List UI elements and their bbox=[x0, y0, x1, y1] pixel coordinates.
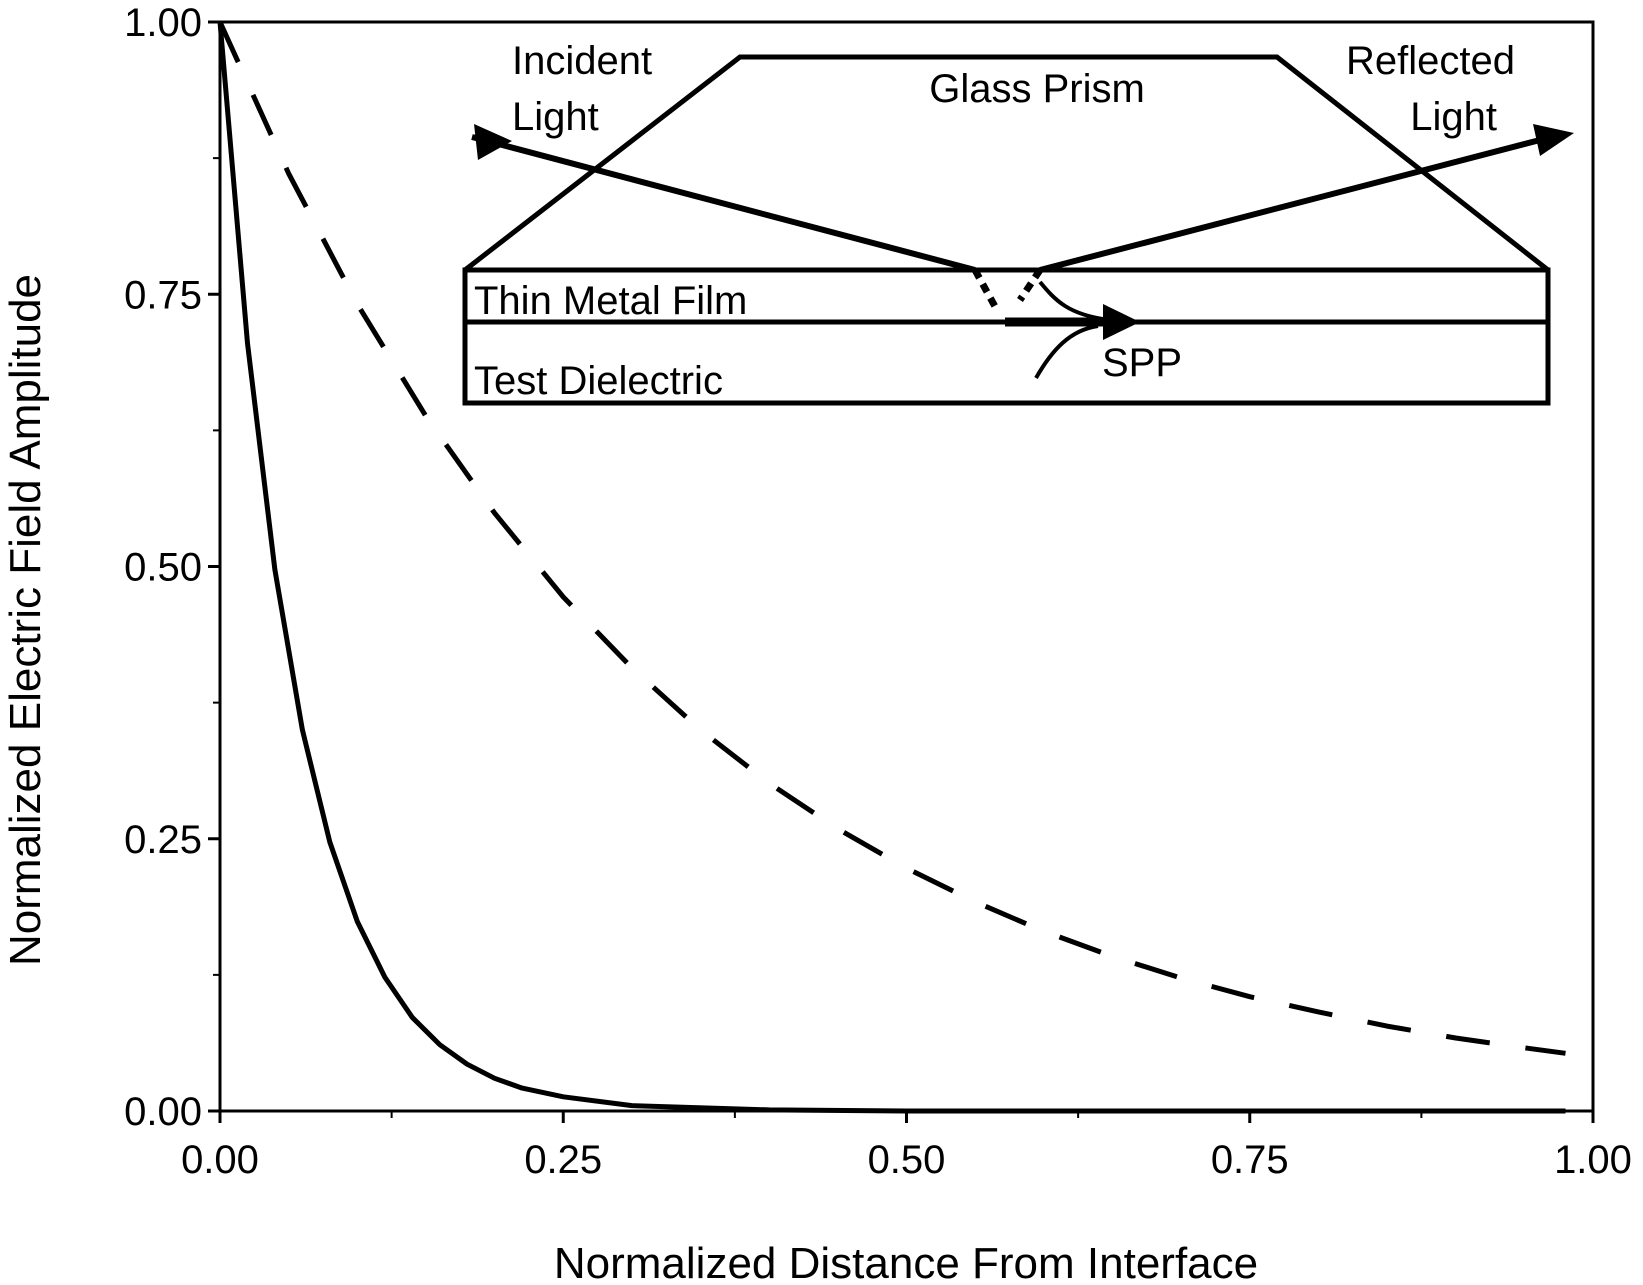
y-axis-title: Normalized Electric Field Amplitude bbox=[1, 274, 50, 966]
incident-light-label-1: Incident bbox=[512, 39, 652, 83]
y-tick-label: 1.00 bbox=[124, 1, 202, 45]
dashed-series-line bbox=[217, 20, 1566, 1056]
series-layer bbox=[217, 20, 1566, 1114]
incident-beam bbox=[471, 134, 976, 273]
y-tick-label: 0.75 bbox=[124, 273, 202, 317]
y-tick-label: 0.00 bbox=[124, 1090, 202, 1134]
test-dielectric-label: Test Dielectric bbox=[474, 359, 723, 403]
spp-label: SPP bbox=[1102, 341, 1182, 385]
y-axis-ticks: 0.00 0.25 0.50 0.75 1.00 bbox=[124, 1, 220, 1134]
plot-frame bbox=[218, 20, 1595, 1113]
incident-arrow-icon bbox=[474, 124, 512, 160]
x-axis-ticks: 0.00 0.25 0.50 0.75 1.00 bbox=[181, 1111, 1632, 1182]
spp-arrow-icon bbox=[1103, 304, 1140, 340]
y-tick-label: 0.25 bbox=[124, 818, 202, 862]
evanescent-coupling-dotted bbox=[971, 268, 1043, 314]
x-tick-label: 1.00 bbox=[1554, 1138, 1632, 1182]
field-curve-upper bbox=[1038, 280, 1111, 322]
field-curve-lower bbox=[1034, 324, 1099, 379]
x-tick-label: 0.00 bbox=[181, 1138, 259, 1182]
reflected-beam bbox=[1039, 137, 1541, 273]
reflected-light-label-1: Reflected bbox=[1346, 39, 1515, 83]
inset-diagram: Incident Light Glass Prism Reflected Lig… bbox=[462, 39, 1574, 406]
y-tick-label: 0.50 bbox=[124, 546, 202, 590]
solid-series-line bbox=[217, 21, 1566, 1114]
reflected-light-label-2: Light bbox=[1410, 95, 1497, 139]
x-axis-title: Normalized Distance From Interface bbox=[554, 1239, 1258, 1285]
thin-metal-film-label: Thin Metal Film bbox=[474, 279, 747, 323]
x-tick-label: 0.50 bbox=[868, 1138, 946, 1182]
glass-prism-label: Glass Prism bbox=[929, 67, 1145, 111]
layer-box bbox=[462, 267, 1551, 406]
x-tick-label: 0.25 bbox=[524, 1138, 602, 1182]
glass-prism-outline bbox=[463, 54, 1550, 272]
x-tick-label: 0.75 bbox=[1211, 1138, 1289, 1182]
reflected-arrow-icon bbox=[1533, 124, 1574, 156]
incident-light-label-2: Light bbox=[512, 95, 599, 139]
